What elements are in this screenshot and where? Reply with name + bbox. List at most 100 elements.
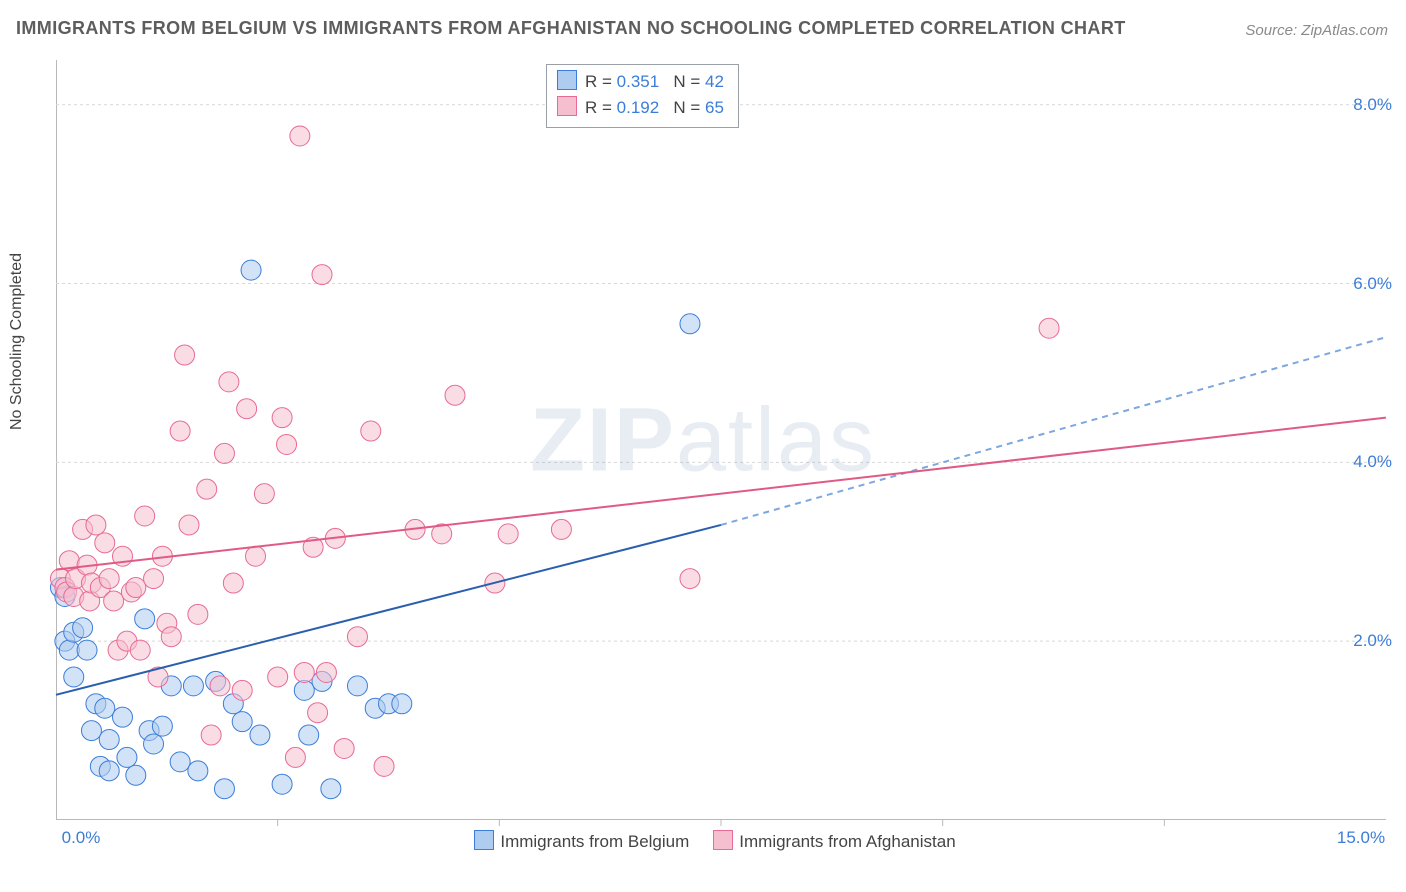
data-point-series1: [294, 662, 314, 682]
data-point-series1: [551, 519, 571, 539]
data-point-series0: [152, 716, 172, 736]
data-point-series1: [179, 515, 199, 535]
data-point-series0: [299, 725, 319, 745]
data-point-series1: [680, 569, 700, 589]
data-point-series1: [104, 591, 124, 611]
data-point-series0: [272, 774, 292, 794]
data-point-series0: [347, 676, 367, 696]
y-axis-label: No Schooling Completed: [8, 253, 26, 430]
data-point-series0: [392, 694, 412, 714]
legend-swatch: [557, 70, 577, 90]
y-tick-label: 4.0%: [1353, 452, 1392, 472]
data-point-series1: [126, 578, 146, 598]
legend-n-value: 42: [705, 72, 724, 91]
data-point-series0: [113, 707, 133, 727]
data-point-series1: [214, 443, 234, 463]
data-point-series1: [268, 667, 288, 687]
data-point-series1: [237, 399, 257, 419]
data-point-series1: [170, 421, 190, 441]
legend-r-label: R =: [585, 72, 617, 91]
data-point-series1: [161, 627, 181, 647]
data-point-series0: [214, 779, 234, 799]
x-tick-label: 15.0%: [1337, 828, 1385, 848]
data-point-series0: [59, 640, 79, 660]
correlation-legend: R = 0.351 N = 42R = 0.192 N = 65: [546, 64, 739, 128]
data-point-series1: [347, 627, 367, 647]
data-point-series0: [95, 698, 115, 718]
data-point-series0: [321, 779, 341, 799]
data-point-series0: [64, 667, 84, 687]
data-point-series1: [144, 569, 164, 589]
data-point-series0: [250, 725, 270, 745]
data-point-series1: [223, 573, 243, 593]
data-point-series1: [130, 640, 150, 660]
data-point-series0: [183, 676, 203, 696]
data-point-series0: [188, 761, 208, 781]
legend-series-label: Immigrants from Belgium: [500, 832, 689, 851]
data-point-series1: [361, 421, 381, 441]
data-point-series1: [135, 506, 155, 526]
data-point-series1: [312, 265, 332, 285]
data-point-series1: [1039, 318, 1059, 338]
legend-r-value: 0.192: [617, 98, 660, 117]
data-point-series1: [246, 546, 266, 566]
data-point-series1: [201, 725, 221, 745]
data-point-series1: [316, 662, 336, 682]
data-point-series1: [197, 479, 217, 499]
series-legend: Immigrants from Belgium Immigrants from A…: [0, 830, 1406, 852]
data-point-series1: [308, 703, 328, 723]
legend-r-value: 0.351: [617, 72, 660, 91]
data-point-series0: [144, 734, 164, 754]
data-point-series1: [445, 385, 465, 405]
data-point-series0: [170, 752, 190, 772]
data-point-series0: [99, 761, 119, 781]
legend-row: R = 0.351 N = 42: [557, 69, 724, 95]
data-point-series1: [290, 126, 310, 146]
data-point-series0: [77, 640, 97, 660]
legend-swatch: [713, 830, 733, 850]
data-point-series0: [294, 680, 314, 700]
data-point-series1: [285, 747, 305, 767]
legend-r-label: R =: [585, 98, 617, 117]
legend-n-label: N =: [673, 72, 705, 91]
legend-series-label: Immigrants from Afghanistan: [739, 832, 955, 851]
legend-n-label: N =: [673, 98, 705, 117]
chart-title: IMMIGRANTS FROM BELGIUM VS IMMIGRANTS FR…: [16, 18, 1126, 39]
data-point-series0: [81, 721, 101, 741]
source-attribution: Source: ZipAtlas.com: [1245, 22, 1388, 39]
data-point-series1: [277, 434, 297, 454]
y-tick-label: 6.0%: [1353, 274, 1392, 294]
data-point-series0: [99, 730, 119, 750]
data-point-series1: [95, 533, 115, 553]
x-tick-label: 0.0%: [62, 828, 101, 848]
data-point-series0: [232, 712, 252, 732]
data-point-series0: [126, 765, 146, 785]
data-point-series0: [135, 609, 155, 629]
legend-row: R = 0.192 N = 65: [557, 95, 724, 121]
data-point-series1: [334, 738, 354, 758]
data-point-series1: [175, 345, 195, 365]
data-point-series0: [117, 747, 137, 767]
data-point-series1: [498, 524, 518, 544]
data-point-series1: [219, 372, 239, 392]
legend-swatch: [474, 830, 494, 850]
data-point-series1: [86, 515, 106, 535]
legend-swatch: [557, 96, 577, 116]
chart-area: [56, 60, 1386, 820]
data-point-series1: [210, 676, 230, 696]
trend-line-extrapolated-series0: [721, 337, 1386, 525]
data-point-series1: [374, 756, 394, 776]
data-point-series0: [680, 314, 700, 334]
data-point-series1: [99, 569, 119, 589]
data-point-series1: [272, 408, 292, 428]
source-name: ZipAtlas.com: [1301, 22, 1388, 39]
data-point-series0: [73, 618, 93, 638]
data-point-series1: [232, 680, 252, 700]
y-tick-label: 8.0%: [1353, 95, 1392, 115]
source-prefix: Source:: [1245, 22, 1301, 39]
data-point-series1: [254, 484, 274, 504]
data-point-series0: [241, 260, 261, 280]
data-point-series1: [188, 604, 208, 624]
legend-n-value: 65: [705, 98, 724, 117]
y-tick-label: 2.0%: [1353, 631, 1392, 651]
